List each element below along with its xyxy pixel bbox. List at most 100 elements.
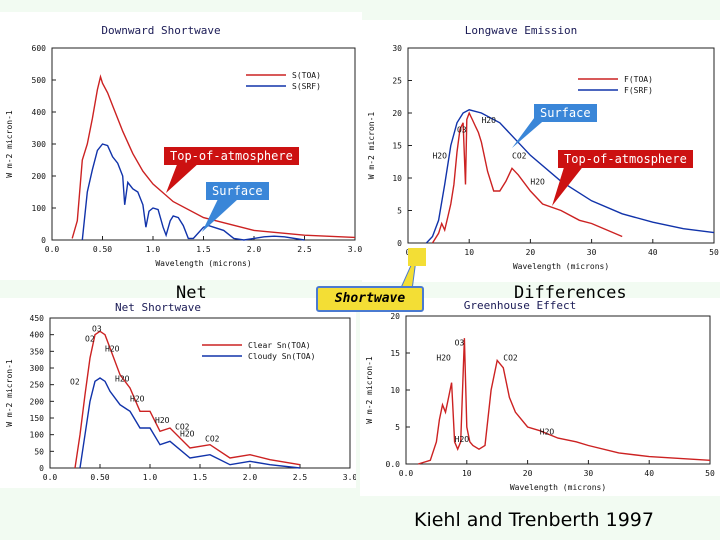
x-tick-label: 30	[587, 248, 597, 257]
gas-annotation: O3	[92, 324, 102, 333]
gas-annotation: O3	[455, 339, 465, 348]
y-tick-label: 200	[30, 397, 45, 406]
y-tick-label: 100	[32, 204, 47, 213]
x-tick-label: 40	[648, 248, 658, 257]
longwave-emission-chart: Longwave Emission 0 10 20 30 40 50 0 5 10 15 20 25 30…	[367, 24, 719, 271]
shortwave-caption: Shortwave	[316, 286, 424, 312]
y-tick-label: 0	[397, 239, 402, 248]
x-tick-label: 2.5	[297, 245, 312, 254]
y-tick-label: 100	[30, 431, 45, 440]
x-tick-label: 2.5	[293, 473, 308, 482]
y-tick-label: 15	[392, 142, 402, 151]
x-tick-label: 2.0	[243, 473, 258, 482]
x-tick-label: 50	[709, 248, 719, 257]
legend-label: F(SRF)	[624, 86, 653, 95]
legend-label: F(TOA)	[624, 75, 653, 84]
y-tick-label: 30	[392, 44, 402, 53]
x-tick-label: 10	[462, 469, 472, 478]
chart-title: Greenhouse Effect	[464, 299, 577, 312]
y-tick-label: 350	[30, 347, 45, 356]
y-tick-label: 400	[30, 331, 45, 340]
x-tick-label: 0.50	[90, 473, 109, 482]
gas-annotation: H2O	[436, 353, 451, 362]
y-tick-label: 5	[395, 423, 400, 432]
series-line-f-srf-	[425, 109, 715, 244]
x-axis-label: Wavelength (microns)	[152, 487, 248, 488]
legend-label: S(TOA)	[292, 71, 321, 80]
gas-annotation: CO2	[503, 353, 518, 362]
gas-annotation: H2O	[530, 178, 545, 187]
y-tick-label: 300	[30, 364, 45, 373]
x-tick-label: 0.0	[43, 473, 58, 482]
y-tick-label: 10	[392, 174, 402, 183]
y-tick-label: 450	[30, 314, 45, 323]
y-tick-label: 25	[392, 77, 402, 86]
y-tick-label: 15	[390, 349, 400, 358]
surface-callout-right: Surface	[534, 104, 597, 122]
x-axis-label: Wavelength (microns)	[155, 259, 251, 268]
surface-callout-left: Surface	[206, 182, 269, 200]
gas-annotation: CO2	[175, 423, 190, 432]
chart-title: Longwave Emission	[465, 24, 578, 37]
legend-label: Cloudy Sn(TOA)	[248, 352, 315, 361]
net-shortwave-chart: Net Shortwave 0.0 0.50 1.0 1.5 2.0 2.5 3.0 0 50 10…	[5, 301, 356, 488]
x-tick-label: 3.0	[343, 473, 356, 482]
y-tick-label: 600	[32, 44, 47, 53]
y-tick-label: 0	[41, 236, 46, 245]
y-axis-label: W m-2 micron-1	[5, 359, 14, 427]
y-tick-label: 50	[34, 447, 44, 456]
gas-annotation: H2O	[481, 116, 496, 125]
y-tick-label: 5	[397, 207, 402, 216]
x-tick-label: 1.0	[143, 473, 158, 482]
gas-annotation: CO2	[205, 434, 220, 443]
gas-annotation: H2O	[130, 394, 145, 403]
x-tick-label: 20	[523, 469, 533, 478]
series-line-s-srf-	[81, 143, 305, 241]
y-tick-label: 150	[30, 414, 45, 423]
greenhouse-effect-chart: Greenhouse Effect 0.0 10 20 30 40 50 0.0 5 10 15 20…	[365, 299, 715, 492]
y-tick-label: 20	[390, 312, 400, 321]
y-tick-label: 20	[392, 109, 402, 118]
series-line-clear-sn-toa-	[74, 330, 301, 469]
y-tick-label: 300	[32, 140, 47, 149]
gas-annotation: H2O	[180, 429, 195, 438]
x-tick-label: 0.0	[45, 245, 60, 254]
differences-caption: Differences	[514, 283, 627, 303]
downward-shortwave-panel: Downward Shortwave 0.0 0.50 1.0 1.5 2.0 2.5 3.0…	[0, 12, 362, 280]
series-line-greenhouse-effect	[417, 338, 711, 465]
y-tick-label: 400	[32, 108, 47, 117]
gas-annotation: H2O	[115, 374, 130, 383]
series-line-f-toa-	[431, 111, 623, 244]
gas-annotation: H2O	[432, 152, 447, 161]
gas-annotation: H2O	[540, 427, 555, 436]
toa-callout-right: Top-of-atmosphere	[558, 150, 693, 168]
gas-annotation: O2	[85, 334, 95, 343]
toa-callout-left: Top-of-atmosphere	[164, 147, 299, 165]
x-tick-label: 0.0	[399, 469, 414, 478]
y-tick-label: 10	[390, 386, 400, 395]
x-tick-label: 20	[526, 248, 536, 257]
gas-annotation: H2O	[455, 435, 470, 444]
x-tick-label: 1.5	[193, 473, 208, 482]
x-tick-label: 30	[584, 469, 594, 478]
x-tick-label: 2.0	[247, 245, 262, 254]
x-tick-label: 0	[406, 248, 411, 257]
net-caption: Net	[176, 283, 207, 303]
legend-label: S(SRF)	[292, 82, 321, 91]
x-tick-label: 10	[464, 248, 474, 257]
downward-shortwave-chart: Downward Shortwave 0.0 0.50 1.0 1.5 2.0 2.5 3.0…	[5, 24, 362, 268]
x-tick-label: 0.50	[93, 245, 112, 254]
x-axis-label: Wavelength (microns)	[513, 262, 609, 271]
y-tick-label: 0	[39, 464, 44, 473]
chart-title: Downward Shortwave	[101, 24, 220, 37]
gas-annotation: H2O	[105, 344, 120, 353]
chart-title: Net Shortwave	[115, 301, 201, 314]
x-tick-label: 1.5	[196, 245, 211, 254]
net-shortwave-panel: Net Shortwave 0.0 0.50 1.0 1.5 2.0 2.5 3.0 0 50 10…	[0, 298, 356, 488]
x-tick-label: 50	[705, 469, 715, 478]
plot-frame	[407, 47, 715, 244]
y-axis-label: W m-2 micron-1	[5, 110, 14, 178]
series-line-cloudy-sn-toa-	[79, 377, 301, 469]
gas-annotation: CO2	[512, 152, 527, 161]
gas-annotation: O2	[70, 378, 80, 387]
